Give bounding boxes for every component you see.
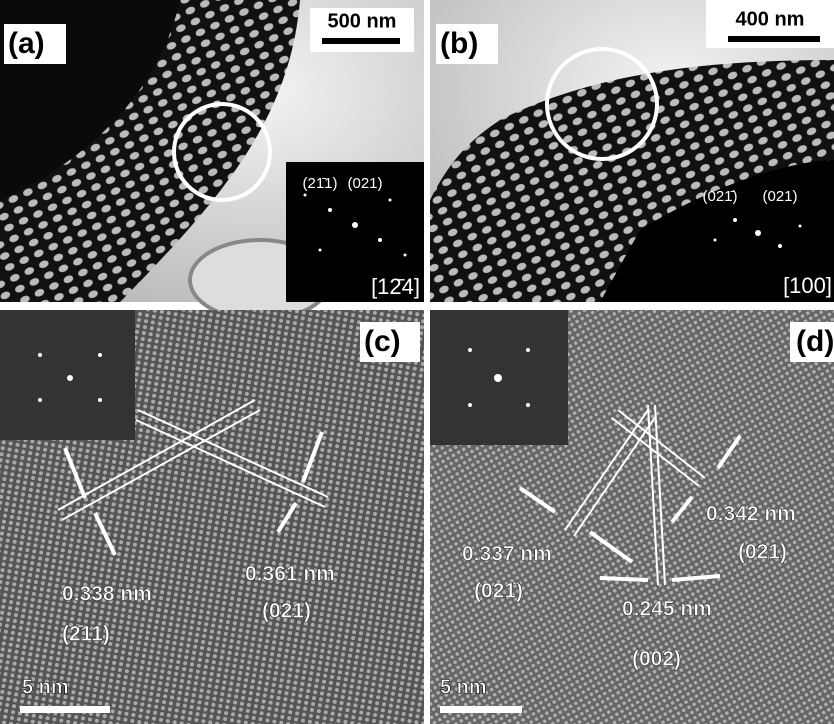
d-spacing: 0.338 nm: [62, 583, 152, 606]
panel-b: (b) 400 nm (021̄) (021) [100]: [430, 0, 834, 302]
panel-label: (b): [440, 27, 478, 60]
scale-bar-label: 5 nm: [22, 676, 69, 698]
panel-d: (d) 0.342 nm (021) 0.337 nm (021̄) 0.245…: [430, 310, 834, 724]
zone-axis: [100]: [783, 273, 832, 298]
panel-label: (c): [364, 325, 401, 358]
spot-label: (21̄1): [302, 175, 337, 192]
scale-bar-label: 5 nm: [440, 676, 487, 698]
d-spacing: 0.342 nm: [706, 503, 796, 526]
plane-index: (021): [738, 541, 787, 564]
scale-bar-label: 500 nm: [328, 10, 397, 32]
d-spacing: 0.245 nm: [622, 598, 712, 621]
plane-index: (2̄11): [62, 623, 110, 646]
panel-c: (c) 0.338 nm (2̄11) 0.361 nm (021) 5 nm: [0, 310, 424, 724]
spot-label: (021): [762, 188, 797, 205]
scale-bar-label: 400 nm: [736, 8, 805, 30]
spot-label: (021): [347, 175, 382, 192]
spot-label: (021̄): [702, 188, 737, 205]
panel-label: (d): [796, 325, 834, 358]
panel-label: (a): [8, 27, 45, 60]
plane-index: (021̄): [474, 580, 523, 603]
zone-axis: [12̄4]: [371, 274, 420, 299]
plane-index: (002): [632, 648, 681, 671]
d-spacing: 0.337 nm: [462, 543, 552, 566]
figure: (a) 500 nm (21̄1) (021) [12̄4] (b) 400 n…: [0, 0, 834, 724]
plane-index: (021): [262, 600, 311, 623]
d-spacing: 0.361 nm: [245, 563, 335, 586]
panel-a: (a) 500 nm (21̄1) (021) [12̄4]: [0, 0, 424, 320]
